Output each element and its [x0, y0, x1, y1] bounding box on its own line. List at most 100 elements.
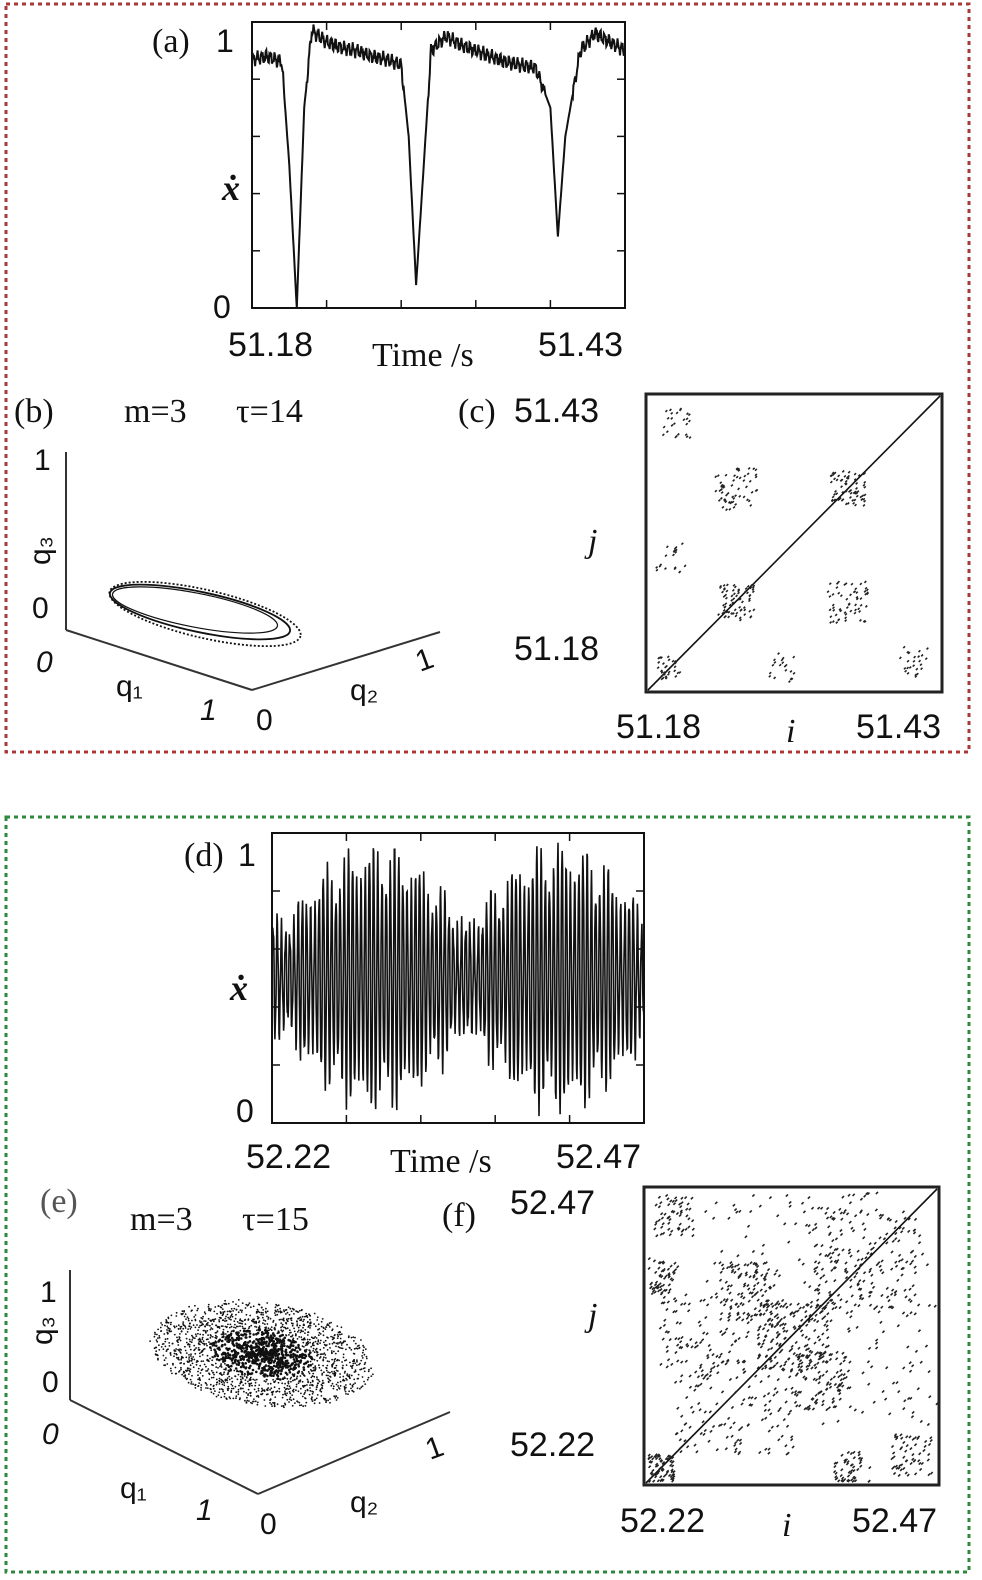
trajectory-e-point	[177, 1348, 180, 1351]
trajectory-e-point	[181, 1373, 184, 1376]
trajectory-e-point	[284, 1366, 288, 1369]
trajectory-e-point	[344, 1390, 347, 1393]
rp-f-point	[860, 1410, 865, 1414]
rp-f-point	[801, 1354, 806, 1358]
rp-f-point	[702, 1331, 706, 1335]
tick-b-q1-min: 0	[36, 646, 53, 679]
trajectory-e-point	[365, 1355, 368, 1358]
rp-f-point	[807, 1231, 812, 1235]
trajectory-e-point	[234, 1367, 238, 1370]
trajectory-e-point	[262, 1322, 264, 1325]
trajectory-e-point	[213, 1373, 216, 1376]
trajectory-e-point	[307, 1380, 309, 1382]
rp-c-point	[722, 584, 726, 587]
tick-e-q1-min: 0	[42, 1418, 59, 1451]
rp-c-point	[829, 474, 833, 478]
trajectory-e-point	[179, 1348, 181, 1351]
rp-f-point	[652, 1479, 656, 1483]
rp-f-point	[896, 1278, 900, 1283]
trajectory-e-point	[293, 1348, 297, 1352]
trajectory-e-point	[232, 1310, 235, 1312]
rp-c-point	[676, 671, 680, 675]
rp-f-point	[815, 1272, 819, 1276]
trajectory-e-point	[269, 1402, 271, 1404]
rp-f-point	[824, 1211, 828, 1215]
trajectory-e-point	[184, 1374, 187, 1377]
trajectory-e-point	[240, 1378, 242, 1381]
rp-f-point	[736, 1263, 740, 1267]
rp-f-point	[856, 1249, 860, 1253]
trajectory-e-point	[332, 1385, 335, 1388]
trajectory-e-point	[242, 1347, 245, 1350]
rp-f-point	[902, 1440, 906, 1445]
rp-f-point	[712, 1365, 716, 1369]
trajectory-e-point	[312, 1347, 315, 1350]
trajectory-e-point	[309, 1341, 311, 1344]
rp-c-point	[829, 480, 833, 484]
rp-f-point	[833, 1469, 837, 1474]
rp-c-point	[902, 645, 906, 649]
rp-f-point	[849, 1285, 853, 1289]
trajectory-e-point	[207, 1303, 210, 1306]
trajectory-e-point	[241, 1302, 244, 1304]
rp-f-point	[796, 1357, 801, 1361]
rp-f-point	[851, 1479, 855, 1483]
trajectory-e-point	[267, 1383, 269, 1385]
rp-f-point	[877, 1261, 881, 1265]
rp-c-point	[717, 613, 720, 617]
trajectory-e-point	[208, 1373, 211, 1376]
trajectory-e-point	[251, 1368, 255, 1372]
trajectory-e-point	[315, 1386, 318, 1388]
trajectory-e-point	[182, 1327, 185, 1330]
rp-c-point	[732, 505, 736, 509]
rp-f-point	[780, 1434, 784, 1438]
trajectory-e-point	[190, 1353, 192, 1356]
rp-f-point	[851, 1465, 856, 1469]
trajectory-e-point	[260, 1333, 264, 1336]
rp-f-point	[909, 1396, 913, 1401]
rp-f-point	[900, 1436, 904, 1440]
rp-c-point	[784, 668, 788, 672]
trajectory-e-point	[262, 1345, 266, 1349]
trajectory-e-point	[309, 1381, 312, 1384]
trajectory-e-point	[256, 1315, 259, 1318]
rp-f-point	[694, 1370, 698, 1374]
rp-f-point	[806, 1303, 810, 1307]
trajectory-e-point	[286, 1361, 290, 1365]
rp-f-point	[831, 1397, 835, 1401]
rp-f-point	[847, 1248, 852, 1252]
rp-f-point	[684, 1359, 688, 1363]
trajectory-e-point	[283, 1344, 286, 1348]
rp-c-point	[924, 657, 928, 661]
rp-c-point	[678, 671, 682, 674]
rp-c-point	[862, 472, 866, 476]
rp-f-point	[810, 1206, 815, 1210]
rp-f-point	[875, 1346, 879, 1350]
trajectory-e-point	[335, 1383, 338, 1386]
rp-f-point	[798, 1359, 803, 1363]
rp-f-point	[800, 1361, 804, 1365]
axis-e-q2	[257, 1411, 451, 1495]
rp-f-point	[885, 1366, 889, 1370]
rp-f-point	[776, 1377, 780, 1382]
trajectory-e-point	[311, 1392, 314, 1395]
rp-f-point	[760, 1273, 764, 1277]
rp-f-point	[870, 1281, 874, 1285]
rp-c-point	[829, 615, 833, 619]
rp-f-point	[843, 1458, 847, 1462]
rp-c-point	[726, 491, 730, 495]
rp-f-point	[742, 1370, 746, 1375]
rp-c-point	[746, 584, 750, 588]
trajectory-e-point	[248, 1400, 250, 1402]
trajectory-e-point	[324, 1339, 327, 1342]
trajectory-e-point	[201, 1317, 204, 1320]
trajectory-e-point	[330, 1384, 333, 1387]
trajectory-e-point	[182, 1356, 184, 1359]
trajectory-e-point	[316, 1384, 319, 1387]
trajectory-e-point	[175, 1325, 178, 1328]
trajectory-e-point	[318, 1402, 321, 1404]
trajectory-e-point	[266, 1302, 269, 1304]
trajectory-e-point	[260, 1369, 263, 1373]
trajectory-e-point	[339, 1380, 342, 1383]
rp-c-point	[833, 477, 836, 481]
